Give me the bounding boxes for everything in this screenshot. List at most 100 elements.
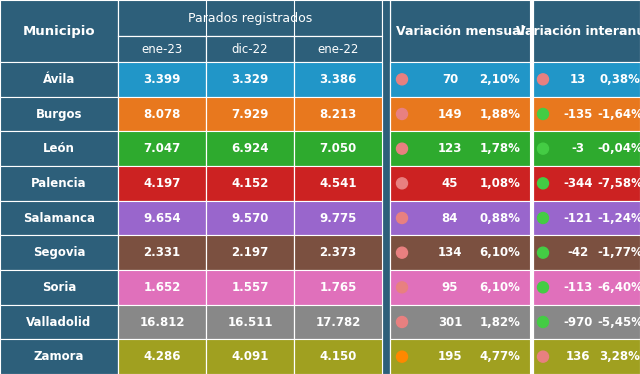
Text: 1,08%: 1,08%	[479, 177, 520, 190]
Circle shape	[538, 74, 548, 85]
Text: -6,40%: -6,40%	[597, 281, 640, 294]
Text: 3.386: 3.386	[319, 73, 356, 86]
Bar	[206, 339, 294, 374]
Bar	[118, 36, 206, 62]
Bar	[294, 235, 382, 270]
Text: 9.570: 9.570	[231, 212, 269, 224]
Bar	[533, 270, 640, 305]
Text: 4.150: 4.150	[319, 350, 356, 363]
Text: -42: -42	[568, 246, 589, 259]
Text: 3.329: 3.329	[232, 73, 269, 86]
Text: 4.541: 4.541	[319, 177, 356, 190]
Bar	[294, 166, 382, 201]
Bar	[294, 36, 382, 62]
Text: 4.197: 4.197	[143, 177, 180, 190]
Bar	[118, 62, 206, 96]
Bar	[0, 305, 118, 339]
Bar	[0, 166, 118, 201]
Text: Ávila: Ávila	[43, 73, 75, 86]
Text: Palencia: Palencia	[31, 177, 87, 190]
Text: Variación interanual: Variación interanual	[516, 25, 640, 37]
Bar	[294, 201, 382, 235]
Bar	[206, 305, 294, 339]
Circle shape	[538, 178, 548, 189]
Text: -1,24%: -1,24%	[597, 212, 640, 224]
Circle shape	[397, 316, 408, 328]
Circle shape	[538, 316, 548, 328]
Circle shape	[538, 282, 548, 293]
Bar	[118, 235, 206, 270]
Bar	[390, 0, 530, 62]
Bar	[533, 96, 640, 131]
Text: ene-22: ene-22	[317, 43, 358, 55]
Circle shape	[397, 212, 408, 224]
Bar	[206, 131, 294, 166]
Circle shape	[538, 108, 548, 120]
Text: 123: 123	[438, 142, 462, 155]
Text: -3: -3	[572, 142, 584, 155]
Text: 6,10%: 6,10%	[479, 281, 520, 294]
Text: -1,64%: -1,64%	[597, 107, 640, 120]
Bar	[390, 339, 530, 374]
Bar	[0, 201, 118, 235]
Text: -7,58%: -7,58%	[597, 177, 640, 190]
Bar	[294, 305, 382, 339]
Bar	[533, 166, 640, 201]
Bar	[206, 270, 294, 305]
Text: 8.078: 8.078	[143, 107, 180, 120]
Bar	[390, 235, 530, 270]
Bar	[390, 166, 530, 201]
Text: -344: -344	[563, 177, 593, 190]
Circle shape	[397, 74, 408, 85]
Text: 1.557: 1.557	[231, 281, 269, 294]
Text: 1,82%: 1,82%	[479, 316, 520, 328]
Circle shape	[397, 143, 408, 154]
Text: 17.782: 17.782	[316, 316, 361, 328]
Text: 2.373: 2.373	[319, 246, 356, 259]
Text: -135: -135	[563, 107, 593, 120]
Text: 0,88%: 0,88%	[479, 212, 520, 224]
Text: 2.331: 2.331	[143, 246, 180, 259]
Bar	[118, 201, 206, 235]
Text: Municipio: Municipio	[22, 25, 95, 37]
Bar	[118, 305, 206, 339]
Circle shape	[538, 351, 548, 362]
Bar	[533, 235, 640, 270]
Text: 2.197: 2.197	[232, 246, 269, 259]
Text: 4.152: 4.152	[231, 177, 269, 190]
Text: Segovia: Segovia	[33, 246, 85, 259]
Circle shape	[538, 247, 548, 258]
Text: 9.654: 9.654	[143, 212, 181, 224]
Text: Valladolid: Valladolid	[26, 316, 92, 328]
Bar	[0, 62, 118, 96]
Bar	[118, 166, 206, 201]
Bar	[294, 96, 382, 131]
Text: 1.765: 1.765	[319, 281, 356, 294]
Bar	[533, 201, 640, 235]
Text: 7.050: 7.050	[319, 142, 356, 155]
Bar	[390, 201, 530, 235]
Bar	[533, 131, 640, 166]
Text: 6,10%: 6,10%	[479, 246, 520, 259]
Bar	[206, 96, 294, 131]
Bar	[206, 201, 294, 235]
Text: 195: 195	[438, 350, 462, 363]
Text: León: León	[43, 142, 75, 155]
Bar	[118, 0, 382, 36]
Text: 1,78%: 1,78%	[479, 142, 520, 155]
Text: 136: 136	[566, 350, 590, 363]
Bar	[533, 339, 640, 374]
Bar	[0, 339, 118, 374]
Bar	[390, 131, 530, 166]
Bar	[206, 166, 294, 201]
Text: 3,28%: 3,28%	[600, 350, 640, 363]
Bar	[0, 235, 118, 270]
Text: 2,10%: 2,10%	[479, 73, 520, 86]
Text: 6.924: 6.924	[231, 142, 269, 155]
Bar	[0, 96, 118, 131]
Bar	[118, 131, 206, 166]
Bar	[390, 62, 530, 96]
Text: 8.213: 8.213	[319, 107, 356, 120]
Text: 1.652: 1.652	[143, 281, 180, 294]
Circle shape	[397, 351, 408, 362]
